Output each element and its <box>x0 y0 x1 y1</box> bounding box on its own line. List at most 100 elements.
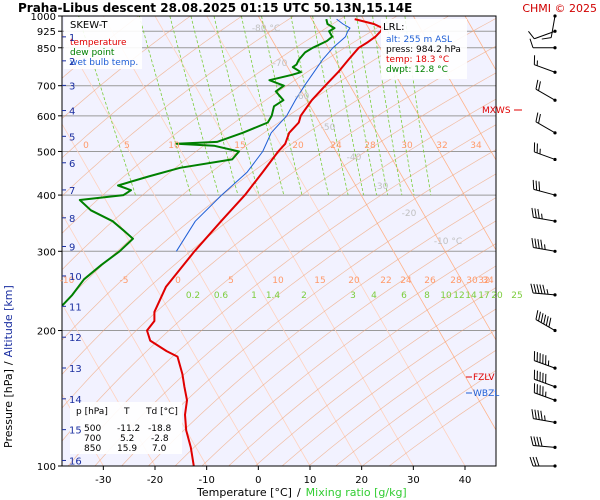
table-cell: -2.8 <box>151 434 169 444</box>
wind-barb-dot <box>553 249 557 253</box>
isotherm-line <box>568 16 600 466</box>
temp-tick-label: -10 <box>198 475 214 486</box>
altitude-tick-label: 7 <box>69 186 75 197</box>
isotherm-label: -5 <box>120 276 129 286</box>
grid-labels: 0 5 10 15 20 24 28 30 32 34-80 °C-70-60-50-40-30-… <box>60 24 523 301</box>
wind-barb-feather <box>531 238 534 248</box>
pressure-axis: 100 200 300 400 500 600 700 850 925 1000 <box>31 12 62 473</box>
isotherm-label: 22 <box>380 276 391 286</box>
altitude-tick-label: 8 <box>69 214 75 225</box>
isotherm-label: 30 <box>466 276 478 286</box>
dry-adiabat-line <box>121 173 496 466</box>
isotherm-label: 10 <box>272 276 284 286</box>
wind-barb-feather <box>534 409 537 420</box>
wind-barb-feather <box>539 284 543 294</box>
isotherm-label: 24 <box>330 141 342 151</box>
lrl-alt: alt: 255 m ASL <box>386 35 452 45</box>
x-axis-title: Temperature [°C] / Mixing ratio [g/kg] <box>196 486 407 499</box>
pressure-tick-label: 700 <box>37 82 56 93</box>
wind-barb-feather <box>534 238 537 249</box>
pressure-tick-label: 100 <box>37 462 56 473</box>
wind-barb-staff <box>535 319 556 331</box>
wind-barb-staff <box>535 88 556 101</box>
wind-barb-feather <box>536 436 540 447</box>
mixing-ratio-line <box>138 16 192 196</box>
wind-barb-staff <box>534 30 556 40</box>
wind-barb <box>533 351 557 370</box>
isotherm-label: -40 <box>347 153 362 163</box>
x-axis-separator: / <box>297 486 301 499</box>
lrl-title: LRL: <box>383 22 404 33</box>
mixing-ratio-line <box>329 16 364 196</box>
table-header-p: p [hPa] <box>76 407 108 417</box>
table-cell: -11.2 <box>117 424 140 434</box>
wind-barb-dot <box>553 98 557 102</box>
mixing-ratio-label: 10 <box>440 291 452 301</box>
wind-barb-feather <box>535 180 538 191</box>
wind-barb <box>532 179 557 197</box>
dry-adiabat-line <box>148 197 496 466</box>
wind-barb <box>533 55 557 74</box>
y-axis-separator: / <box>2 361 15 365</box>
pressure-tick-label: 1000 <box>31 12 56 23</box>
series-line-0 <box>146 18 384 466</box>
altitude-tick-label: 13 <box>69 364 82 375</box>
temp-tick-label: 20 <box>355 475 368 486</box>
isotherm-line <box>412 16 496 161</box>
wind-barb-dot <box>553 131 557 135</box>
isotherm-label: 20 <box>292 141 304 151</box>
temp-tick-label: 40 <box>459 475 472 486</box>
credit-label: CHMI © 2025 <box>522 2 597 15</box>
wind-barb <box>533 142 557 162</box>
isotherm-label: -70 <box>273 59 288 69</box>
wind-barb-feather <box>534 208 537 218</box>
dry-adiabat-line <box>62 98 496 442</box>
mixing-ratio-label: 1 <box>251 291 257 301</box>
wind-barb-dot <box>553 14 557 18</box>
isotherm-line <box>62 213 208 466</box>
table-cell: -18.8 <box>148 424 172 434</box>
wind-barb-feather <box>541 213 543 219</box>
altitude-tick-label: 16 <box>69 456 82 467</box>
wind-barb-staff <box>533 292 556 296</box>
wind-barb-feather <box>548 317 552 328</box>
altitude-tick-label: 12 <box>69 333 82 344</box>
wind-barb-staff <box>550 15 556 38</box>
isotherm-label: 24 <box>400 276 412 286</box>
isotherm-label: 10 <box>168 141 180 151</box>
wind-barb-dot <box>553 464 557 468</box>
mixing-ratio-label: 2 <box>301 291 307 301</box>
wind-barb-dot <box>553 445 557 449</box>
wind-barb <box>535 310 557 333</box>
altitude-tick-label: 3 <box>69 81 75 92</box>
table-cell: 5.2 <box>120 434 134 444</box>
y-axis-title: Pressure [hPa] / Altitude [km] <box>2 285 15 448</box>
wind-barb-dot <box>553 193 557 197</box>
wind-barb-feather <box>542 284 546 295</box>
isotherm-label: 30 <box>401 141 413 151</box>
mixing-ratio-label: 25 <box>511 291 522 301</box>
isotherm-line <box>206 16 466 466</box>
altitude-tick-label: 9 <box>69 242 75 253</box>
wind-barb <box>531 207 557 223</box>
isotherm-label: 0 <box>83 141 89 151</box>
mixing-ratio-label: 20 <box>491 291 503 301</box>
dry-adiabat-line <box>201 243 496 466</box>
isotherm-label: -60 <box>295 92 310 102</box>
wind-barb-feather <box>538 311 541 322</box>
temp-tick-label: -20 <box>147 475 163 486</box>
wind-barb-dot <box>553 366 557 370</box>
wind-barb-feather <box>540 313 544 323</box>
wind-barb <box>529 38 557 50</box>
table-cell: 700 <box>84 434 101 444</box>
wind-barb-dot <box>553 328 557 333</box>
wind-barb-dot <box>553 420 557 424</box>
wbzl-label: WBZL <box>473 389 499 399</box>
wind-barb-staff <box>533 246 556 252</box>
isotherm-label: 15 <box>234 141 245 151</box>
wind-barb-feather <box>540 410 543 421</box>
series-line-1 <box>62 18 336 308</box>
altitude-tick-label: 1 <box>69 33 75 44</box>
wind-barbs <box>528 14 557 468</box>
mixing-ratio-line <box>169 16 220 196</box>
